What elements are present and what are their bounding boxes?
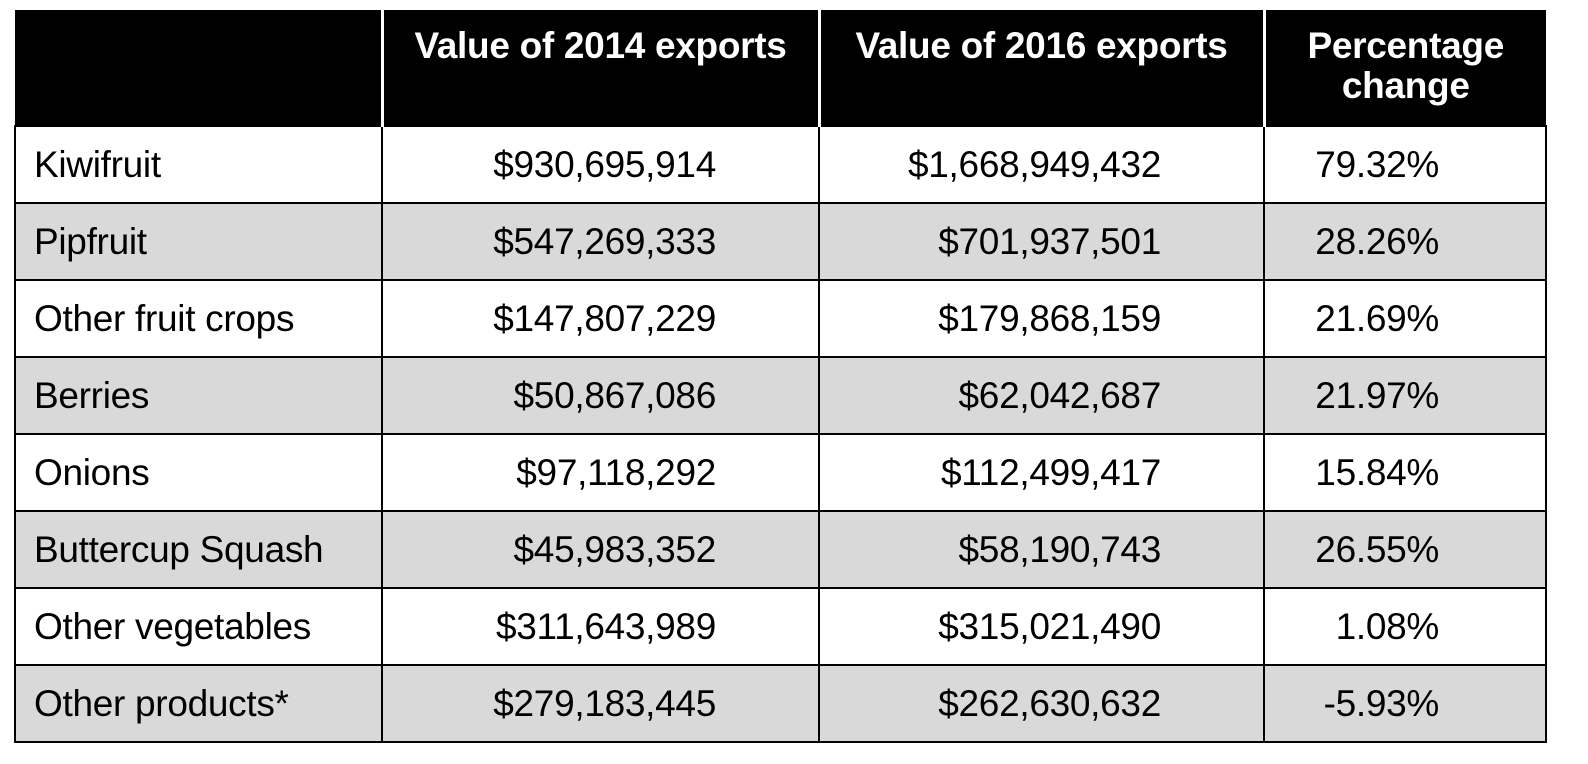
row-percentage-change-cell: 1.08% — [1263, 587, 1547, 666]
header-row: Value of 2014 exports Value of 2016 expo… — [15, 10, 1546, 126]
row-percentage-change-cell: 21.97% — [1263, 356, 1547, 435]
row-2016-value-cell: $112,499,417 — [818, 433, 1265, 512]
row-category-cell: Onions — [14, 433, 383, 512]
row-2014-value-cell: $311,643,989 — [381, 587, 820, 666]
row-category-cell: Buttercup Squash — [14, 510, 383, 589]
row-2014-value-cell: $279,183,445 — [381, 664, 820, 743]
table-row: Berries $50,867,086 $62,042,687 21.97% — [14, 356, 1547, 435]
row-category-cell: Kiwifruit — [14, 125, 383, 204]
row-2016-value-cell: $1,668,949,432 — [818, 125, 1265, 204]
header-2016-exports-label: Value of 2016 exports — [855, 25, 1228, 66]
header-2014-exports: Value of 2014 exports — [380, 10, 819, 126]
row-2014-value-cell: $547,269,333 — [381, 202, 820, 281]
row-category-cell: Other vegetables — [14, 587, 383, 666]
row-category-cell: Pipfruit — [14, 202, 383, 281]
row-2016-value-cell: $62,042,687 — [818, 356, 1265, 435]
row-2016-value-cell: $58,190,743 — [818, 510, 1265, 589]
row-2016-value-cell: $315,021,490 — [818, 587, 1265, 666]
table-row: Other fruit crops $147,807,229 $179,868,15… — [14, 279, 1547, 358]
row-2014-value-cell: $45,983,352 — [381, 510, 820, 589]
exports-table: Value of 2014 exports Value of 2016 expo… — [14, 10, 1547, 743]
table-header: Value of 2014 exports Value of 2016 expo… — [15, 10, 1546, 126]
row-percentage-change-cell: 28.26% — [1263, 202, 1547, 281]
row-percentage-change-cell: -5.93% — [1263, 664, 1547, 743]
row-category-cell: Other products* — [14, 664, 383, 743]
row-2016-value-cell: $701,937,501 — [818, 202, 1265, 281]
row-category-cell: Other fruit crops — [14, 279, 383, 358]
table-row: Other products* $279,183,445 $262,630,632-… — [14, 664, 1547, 743]
table-body: Kiwifruit $930,695,914 $1,668,949,432 79.32… — [14, 125, 1547, 743]
table-row: Kiwifruit $930,695,914 $1,668,949,432 79.32… — [14, 125, 1547, 204]
row-category-cell: Berries — [14, 356, 383, 435]
table-row: Buttercup Squash $45,983,352 $58,190,743 26… — [14, 510, 1547, 589]
table-row: Other vegetables $311,643,989 $315,021,490… — [14, 587, 1547, 666]
row-2014-value-cell: $930,695,914 — [381, 125, 820, 204]
table-row: Pipfruit $547,269,333 $701,937,501 28.26% — [14, 202, 1547, 281]
row-2014-value-cell: $97,118,292 — [381, 433, 820, 512]
header-category — [15, 10, 382, 126]
row-percentage-change-cell: 26.55% — [1263, 510, 1547, 589]
row-percentage-change-cell: 15.84% — [1263, 433, 1547, 512]
row-percentage-change-cell: 21.69% — [1263, 279, 1547, 358]
exports-table-container: Value of 2014 exports Value of 2016 expo… — [14, 10, 1547, 743]
row-percentage-change-cell: 79.32% — [1263, 125, 1547, 204]
header-percentage-change-label: Percentage change — [1307, 25, 1505, 106]
header-2016-exports: Value of 2016 exports — [817, 10, 1264, 126]
table-row: Onions $97,118,292 $112,499,417 15.84% — [14, 433, 1547, 512]
header-2014-exports-label: Value of 2014 exports — [414, 25, 787, 66]
header-percentage-change: Percentage change — [1262, 10, 1546, 126]
row-2016-value-cell: $262,630,632 — [818, 664, 1265, 743]
row-2014-value-cell: $147,807,229 — [381, 279, 820, 358]
row-2014-value-cell: $50,867,086 — [381, 356, 820, 435]
header-category-label — [21, 10, 375, 26]
row-2016-value-cell: $179,868,159 — [818, 279, 1265, 358]
